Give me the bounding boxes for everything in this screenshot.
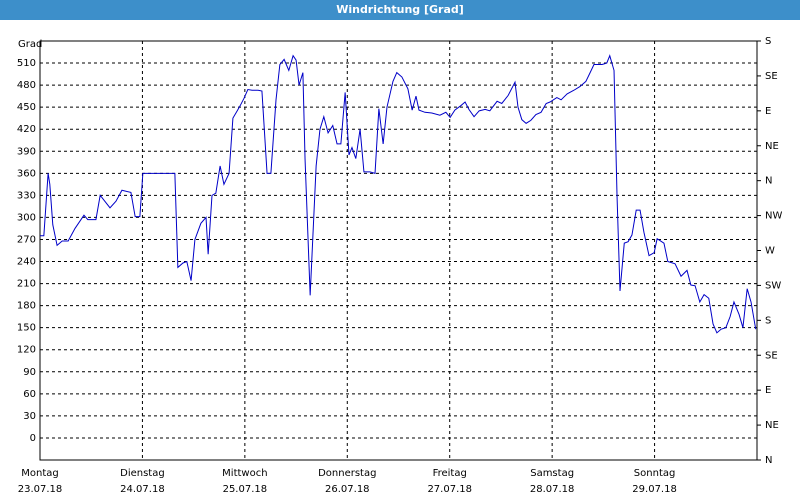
- y2-tick-label: SE: [765, 350, 778, 361]
- y2-tick-label: E: [765, 106, 771, 117]
- x-tick-date: 25.07.18: [223, 484, 268, 495]
- plot-border: [39, 40, 758, 461]
- y-tick-label: 330: [17, 190, 36, 201]
- y-tick-label: 270: [17, 234, 36, 245]
- data-line: [40, 54, 757, 334]
- y-tick-label: 390: [17, 146, 36, 157]
- x-tick-date: 24.07.18: [120, 484, 165, 495]
- x-tick-label: Donnerstag: [318, 468, 376, 479]
- y-tick-label: 360: [17, 168, 36, 179]
- y2-tick-label: NE: [765, 420, 779, 431]
- y2-tick-label: S: [765, 315, 771, 326]
- x-tick-label: Sonntag: [634, 468, 676, 479]
- x-tick-label: Freitag: [433, 468, 467, 479]
- y2-tick-label: NW: [765, 211, 782, 222]
- x-tick-label: Samstag: [530, 468, 574, 479]
- y2-tick-label: S: [765, 36, 771, 47]
- x-tick-label: Montag: [21, 468, 58, 479]
- y-tick-label: 60: [23, 389, 36, 400]
- x-tick-date: 26.07.18: [325, 484, 370, 495]
- y2-tick-label: SE: [765, 71, 778, 82]
- y-axis-label: Grad: [18, 39, 42, 50]
- y-tick-label: 300: [17, 212, 36, 223]
- y2-tick-label: NE: [765, 141, 779, 152]
- y-tick-label: 480: [17, 80, 36, 91]
- chart: Grad 0 30 60 90 120 150 180 210 240 270 300 330 360 3…: [17, 36, 783, 495]
- y-tick-label: 180: [17, 301, 36, 312]
- y-tick-label: 120: [17, 345, 36, 356]
- y-tick-label: 210: [17, 279, 36, 290]
- y-tick-label: 450: [17, 102, 36, 113]
- y-tick-label: 150: [17, 323, 36, 334]
- y2-tick-label: N: [765, 455, 772, 466]
- y-tick-label: 90: [23, 367, 36, 378]
- y-tick-label: 510: [17, 58, 36, 69]
- y-tick-label: 30: [23, 411, 36, 422]
- x-tick-date: 29.07.18: [632, 484, 677, 495]
- y2-tick-label: E: [765, 385, 771, 396]
- x-tick-date: 27.07.18: [427, 484, 472, 495]
- x-tick-date: 23.07.18: [18, 484, 63, 495]
- y-tick-label: 0: [30, 433, 36, 444]
- y-tick-label: 420: [17, 124, 36, 135]
- y2-tick-label: N: [765, 176, 772, 187]
- x-tick-label: Dienstag: [120, 468, 165, 479]
- y2-tick-label: SW: [765, 280, 781, 291]
- title-bar: Windrichtung [Grad]: [0, 0, 800, 20]
- y-tick-label: 240: [17, 257, 36, 268]
- y2-tick-label: W: [765, 246, 775, 257]
- x-tick-label: Mittwoch: [222, 468, 267, 479]
- x-tick-date: 28.07.18: [530, 484, 575, 495]
